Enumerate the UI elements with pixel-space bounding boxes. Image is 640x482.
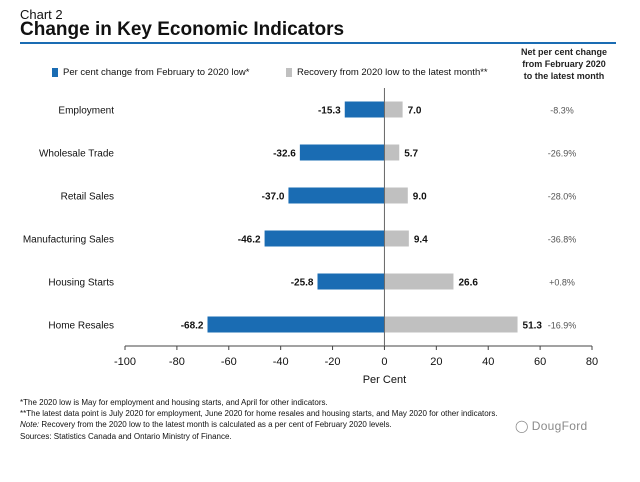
x-tick-label: 80 bbox=[586, 356, 598, 368]
net-change-label: -8.3% bbox=[550, 106, 574, 116]
decline-data-label: -15.3 bbox=[318, 106, 341, 117]
net-heading-line: from February 2020 bbox=[522, 59, 606, 69]
x-tick-label: 60 bbox=[534, 356, 546, 368]
recovery-data-label: 51.3 bbox=[523, 321, 543, 332]
recovery-data-label: 7.0 bbox=[408, 106, 422, 117]
legend-label-recovery: Recovery from 2020 low to the latest mon… bbox=[297, 67, 488, 78]
footnotes: *The 2020 low is May for employment and … bbox=[20, 397, 620, 442]
footnote-note: Note: Recovery from the 2020 low to the … bbox=[20, 419, 620, 430]
category-label: Manufacturing Sales bbox=[23, 235, 114, 246]
x-tick-label: -80 bbox=[169, 356, 185, 368]
chart-label: Chart 2 bbox=[20, 7, 63, 22]
x-tick-label: 40 bbox=[482, 356, 494, 368]
watermark-text: DougFord bbox=[531, 419, 588, 433]
net-change-label: -28.0% bbox=[548, 192, 577, 202]
x-tick-label: -40 bbox=[273, 356, 289, 368]
recovery-data-label: 5.7 bbox=[404, 149, 418, 160]
legend-item-decline: Per cent change from February to 2020 lo… bbox=[52, 67, 249, 78]
recovery-bar bbox=[384, 101, 403, 118]
recovery-bar bbox=[384, 230, 409, 247]
decline-bar bbox=[299, 144, 385, 161]
title-rule bbox=[20, 42, 616, 44]
recovery-data-label: 9.0 bbox=[413, 192, 427, 203]
net-heading-line: to the latest month bbox=[523, 71, 605, 81]
recovery-bar bbox=[384, 316, 518, 333]
decline-data-label: -37.0 bbox=[262, 192, 285, 203]
net-heading-line: Net per cent change bbox=[520, 47, 608, 57]
decline-data-label: -46.2 bbox=[238, 235, 261, 246]
footnote-sources: Sources: Statistics Canada and Ontario M… bbox=[20, 431, 232, 441]
legend-swatch-recovery bbox=[286, 68, 292, 77]
decline-bar bbox=[264, 230, 385, 247]
decline-bar bbox=[344, 101, 385, 118]
decline-data-label: -25.8 bbox=[291, 278, 314, 289]
note-text: Recovery from the 2020 low to the latest… bbox=[39, 420, 392, 430]
net-change-label: +0.8% bbox=[549, 278, 575, 288]
decline-bar bbox=[288, 187, 385, 204]
decline-bar bbox=[317, 273, 385, 290]
category-label: Wholesale Trade bbox=[39, 149, 114, 160]
footnote-latest: **The latest data point is July 2020 for… bbox=[20, 409, 498, 419]
legend-item-recovery: Recovery from 2020 low to the latest mon… bbox=[286, 67, 488, 78]
x-tick-label: 0 bbox=[381, 356, 387, 368]
x-tick-label: -60 bbox=[221, 356, 237, 368]
legend-swatch-decline bbox=[52, 68, 58, 77]
footnote-low: *The 2020 low is May for employment and … bbox=[20, 398, 328, 407]
category-label: Employment bbox=[58, 106, 114, 117]
x-axis-label: Per Cent bbox=[363, 374, 406, 386]
note-label: Note: bbox=[20, 420, 40, 430]
category-label: Retail Sales bbox=[61, 192, 114, 203]
category-label: Home Resales bbox=[48, 321, 114, 332]
net-change-label: -36.8% bbox=[548, 235, 577, 245]
legend-label-decline: Per cent change from February to 2020 lo… bbox=[63, 67, 250, 78]
recovery-bar bbox=[384, 144, 400, 161]
recovery-data-label: 9.4 bbox=[414, 235, 428, 246]
decline-data-label: -32.6 bbox=[273, 149, 296, 160]
recovery-bar bbox=[384, 187, 408, 204]
x-tick-label: -20 bbox=[325, 356, 341, 368]
x-tick-label: 20 bbox=[430, 356, 442, 368]
recovery-bar bbox=[384, 273, 454, 290]
category-label: Housing Starts bbox=[48, 278, 114, 289]
decline-bar bbox=[207, 316, 385, 333]
net-change-label: -26.9% bbox=[548, 149, 577, 159]
net-change-label: -16.9% bbox=[548, 321, 577, 331]
decline-data-label: -68.2 bbox=[181, 321, 204, 332]
net-change-column-heading: Net per cent change from February 2020 t… bbox=[518, 46, 610, 82]
chart-title: Change in Key Economic Indicators bbox=[20, 19, 345, 40]
watermark: ◯ DougFord bbox=[515, 419, 588, 433]
recovery-data-label: 26.6 bbox=[458, 278, 478, 289]
wechat-icon: ◯ bbox=[515, 419, 529, 433]
x-tick-label: -100 bbox=[114, 356, 136, 368]
